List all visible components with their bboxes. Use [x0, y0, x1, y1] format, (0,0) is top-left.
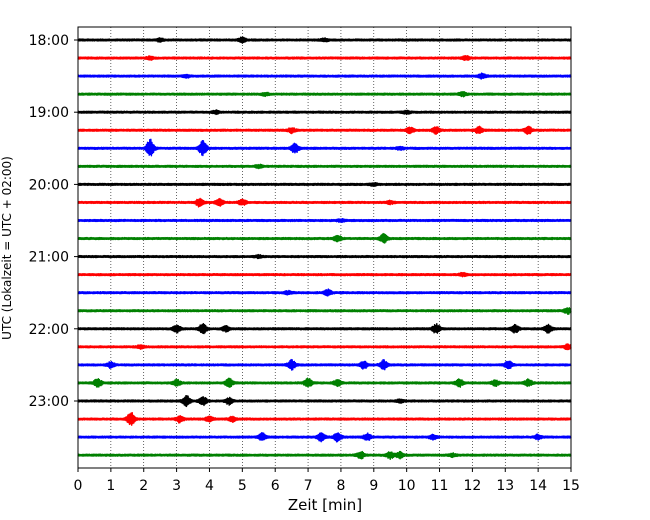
seismogram-trace	[77, 138, 572, 157]
x-tick-label: 2	[139, 478, 148, 494]
seismogram-trace	[77, 125, 572, 135]
seismogram-trace	[77, 358, 572, 371]
y-tick-label: 22:00	[29, 322, 69, 338]
plot-frame	[77, 26, 572, 469]
seismogram-trace	[77, 232, 572, 244]
seismogram-trace	[77, 307, 572, 315]
y-tick-label: 20:00	[29, 177, 69, 193]
seismogram-trace	[77, 163, 572, 170]
seismogram-trace	[77, 322, 572, 335]
x-tick-label: 14	[529, 478, 547, 494]
x-tick-label: 12	[463, 478, 481, 494]
x-tick-label: 10	[398, 478, 416, 494]
seismogram-trace	[77, 432, 572, 443]
seismogram-trace	[77, 343, 572, 351]
seismogram-trace	[77, 271, 572, 278]
y-tick-label: 23:00	[29, 394, 69, 410]
seismogram-trace	[77, 182, 572, 187]
seismogram-trace	[77, 36, 572, 44]
x-tick-label: 11	[431, 478, 449, 494]
y-tick-label: 21:00	[29, 250, 69, 266]
seismogram-trace	[77, 411, 572, 426]
x-tick-label: 15	[562, 478, 580, 494]
y-axis: 18:00 19:00 20:00 21:00 22:00 23:00	[29, 33, 78, 410]
x-tick-label: 7	[304, 478, 313, 494]
seismogram-trace	[77, 253, 572, 260]
seismogram-trace	[77, 377, 572, 388]
x-tick-label: 6	[271, 478, 280, 494]
seismogram-trace	[77, 91, 572, 98]
x-tick-label: 0	[74, 478, 83, 494]
x-tick-label: 9	[369, 478, 378, 494]
seismogram-trace	[77, 395, 572, 408]
y-tick-label: 18:00	[29, 33, 69, 49]
x-tick-label: 1	[106, 478, 115, 494]
traces	[77, 36, 572, 460]
seismogram-trace	[77, 197, 572, 208]
y-axis-label: UTC (Lokalzeit = UTC + 02:00)	[0, 156, 14, 340]
seismogram-trace	[77, 288, 572, 297]
y-tick-label: 19:00	[29, 105, 69, 121]
seismogram-trace	[77, 72, 572, 80]
x-axis-label: Zeit [min]	[288, 496, 362, 514]
seismogram-trace	[77, 450, 572, 460]
x-axis: 0 1 2 3 4 5 6 7 8 9 10 11 12 13 14 15	[74, 468, 580, 494]
x-tick-label: 13	[496, 478, 514, 494]
x-tick-label: 4	[205, 478, 214, 494]
seismogram-trace	[77, 109, 572, 116]
seismogram-trace	[77, 218, 572, 224]
x-tick-label: 8	[336, 478, 345, 494]
x-tick-label: 5	[238, 478, 247, 494]
seismogram-trace	[77, 54, 572, 62]
x-tick-label: 3	[172, 478, 181, 494]
